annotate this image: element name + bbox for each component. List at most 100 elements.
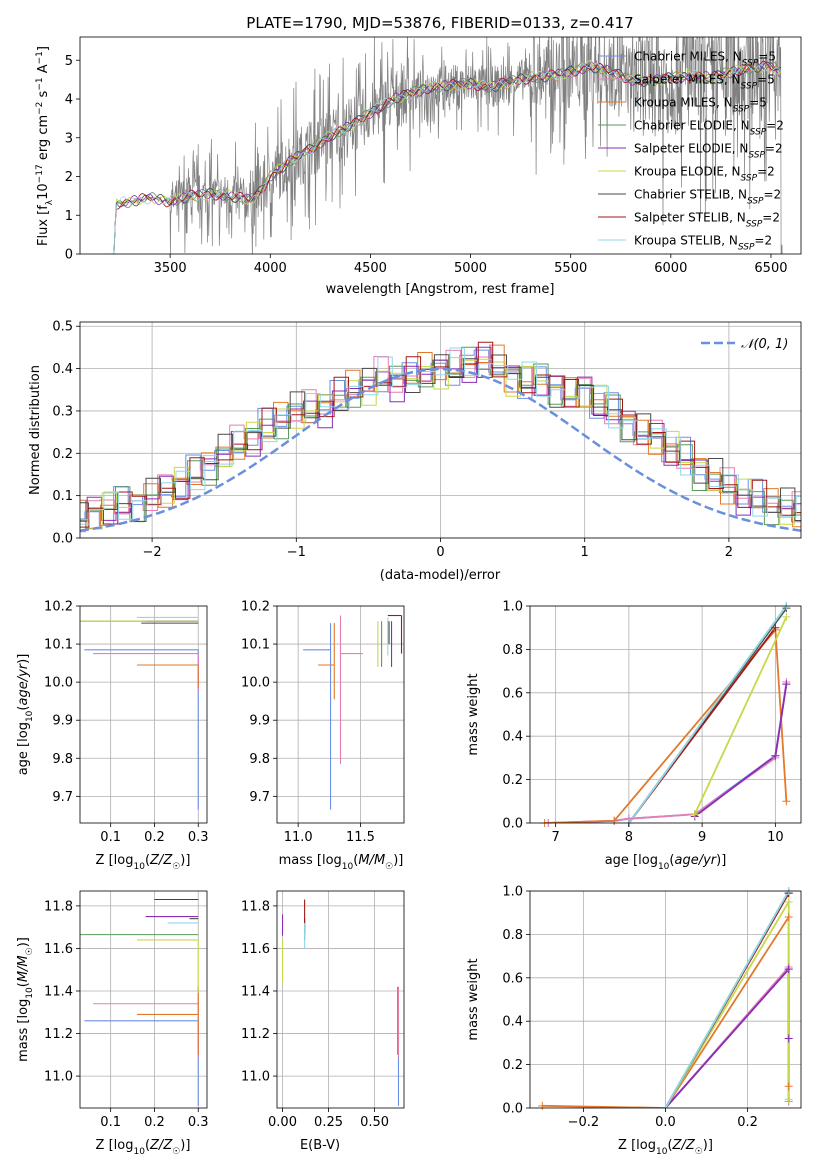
histogram-line	[80, 349, 801, 533]
legend-label: 𝒩(0, 1)	[741, 337, 788, 352]
label-part: (	[16, 982, 31, 987]
label-part: =2	[766, 119, 784, 133]
label-part: =2	[765, 142, 783, 156]
mass-weight-line	[548, 683, 788, 823]
mass-weight-line	[694, 683, 788, 818]
label-part: =5	[758, 50, 776, 64]
x-tick-label: 0.1	[100, 830, 121, 845]
label-part: SSP	[733, 105, 750, 115]
mass-weight-marker	[784, 897, 793, 906]
spectrum-plot-area	[110, 37, 783, 254]
y-tick-label: 1	[65, 209, 73, 224]
y-tick-label: 0.2	[52, 447, 73, 462]
figure-title: PLATE=1790, MJD=53876, FIBERID=0133, z=0…	[246, 14, 633, 32]
label-part: Z	[149, 853, 160, 868]
x-tick-label: 4000	[254, 261, 287, 276]
y-tick-label: 10.0	[241, 676, 270, 691]
x-tick-label: 7	[551, 830, 559, 845]
label-part: SSP	[738, 243, 755, 253]
y-tick-label: 0.8	[502, 928, 523, 943]
y-tick-label: 0.5	[52, 320, 73, 335]
label-part: /	[16, 675, 31, 682]
label-part: SSP	[750, 128, 767, 138]
mass-weight-marker	[690, 810, 699, 819]
legend-label: Chabrier MILES, NSSP=5	[634, 50, 776, 69]
label-part: (	[667, 1138, 672, 1153]
label-part: =5	[757, 73, 775, 87]
mass-weight-marker	[784, 1034, 793, 1043]
label-part: (	[353, 853, 358, 868]
label-part: age [log	[605, 853, 658, 868]
label-part: )]	[16, 654, 31, 664]
label-part: /	[698, 853, 705, 868]
label-part: s	[36, 90, 51, 101]
spectrum-model-line	[113, 62, 782, 254]
mass_vs_Z-plot-area	[80, 891, 207, 1108]
label-part: (	[145, 1138, 150, 1153]
x-tick-label: 0.2	[737, 1115, 758, 1130]
label-part: Z	[685, 1138, 696, 1153]
y-tick-label: 0.4	[502, 730, 523, 745]
label-part: λ	[45, 199, 55, 205]
label-part: Flux [f	[36, 205, 51, 246]
y-tick-label: 0.0	[502, 1102, 523, 1117]
label-part: /	[158, 853, 165, 868]
label-part: Z [log	[618, 1138, 656, 1153]
y-axis-label: mass [log10(M/M☉)]	[16, 937, 35, 1062]
label-part: /	[16, 965, 31, 972]
y-tick-label: 9.7	[249, 790, 270, 805]
y-tick-label: 3	[65, 131, 73, 146]
label-part: =2	[757, 165, 775, 179]
x-tick-label: 6500	[754, 261, 787, 276]
y-tick-label: 0.0	[502, 817, 523, 832]
y-tick-label: 10.2	[241, 600, 270, 615]
mass-weight-marker	[784, 965, 793, 974]
y-tick-label: 10.2	[44, 600, 73, 615]
x-axis-label: mass [log10(M/M☉)]	[279, 853, 404, 872]
label-part: Z [log	[96, 1138, 134, 1153]
label-part: ☉	[172, 1147, 180, 1157]
label-part: Kroupa STELIB, N	[634, 234, 738, 248]
x-tick-label: 0.3	[188, 1115, 209, 1130]
label-part: −17	[35, 164, 45, 183]
y-tick-label: 0.4	[52, 362, 73, 377]
y-axis-label: age [log10(age/yr)]	[16, 654, 35, 776]
age_vs_Z-plot-area	[80, 606, 207, 823]
label-part: SSP	[741, 82, 758, 92]
x-tick-label: 11.0	[284, 830, 313, 845]
x-axis-label: wavelength [Angstrom, rest frame]	[326, 282, 555, 297]
mass-weight-marker	[784, 913, 793, 922]
label-part: =2	[764, 188, 782, 202]
x-tick-label: 0.1	[100, 1115, 121, 1130]
x-axis-label: Z [log10(Z/Z☉)]	[96, 1138, 191, 1157]
legend-label: Salpeter MILES, NSSP=5	[634, 73, 775, 92]
mass_weight_vs_Z-plot-area	[530, 891, 801, 1108]
mass-weight-line	[664, 891, 790, 1108]
mass-weight-line	[548, 681, 788, 823]
y-tick-label: 0.6	[502, 686, 523, 701]
axes-frame	[79, 890, 208, 1109]
residuals-plot-area	[80, 322, 801, 538]
label-part: yr	[16, 662, 31, 678]
label-part: M	[358, 853, 369, 868]
label-part: )]	[180, 1138, 190, 1153]
y-tick-label: 11.6	[241, 942, 270, 957]
x-tick-label: −2	[143, 545, 162, 560]
label-part: Salpeter STELIB, N	[634, 211, 746, 225]
normal-curve	[80, 367, 801, 532]
legend-label: Kroupa ELODIE, NSSP=2	[634, 165, 775, 184]
label-part: −2	[35, 102, 45, 115]
legend-label: Salpeter STELIB, NSSP=2	[634, 211, 780, 230]
y-tick-label: 11.2	[241, 1027, 270, 1042]
x-tick-label: 11.5	[346, 830, 375, 845]
label-part: Kroupa MILES, N	[634, 96, 733, 110]
label-part: erg cm	[36, 115, 51, 164]
legend-label: Kroupa MILES, NSSP=5	[634, 96, 767, 115]
y-tick-label: 11.2	[44, 1027, 73, 1042]
label-part: ☉	[25, 947, 35, 955]
label-part: M	[16, 971, 31, 982]
y-tick-label: 11.0	[44, 1070, 73, 1085]
y-tick-label: 11.4	[44, 984, 73, 999]
label-part: age	[674, 853, 698, 868]
